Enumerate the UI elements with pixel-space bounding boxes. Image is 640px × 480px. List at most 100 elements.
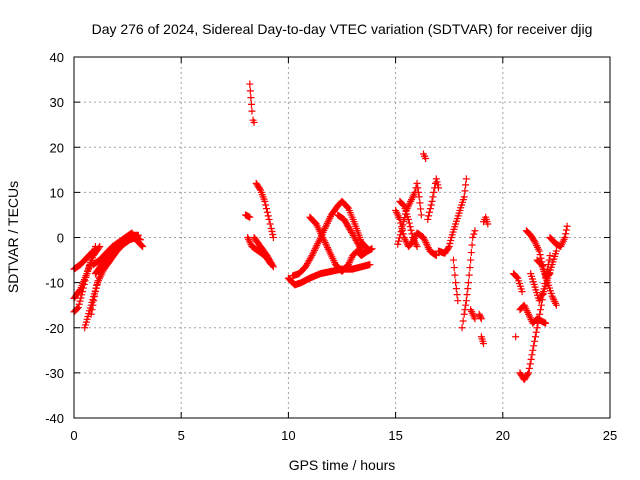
data-point [446, 240, 454, 248]
data-point [394, 240, 402, 248]
data-point [536, 310, 544, 318]
data-point [76, 287, 84, 295]
data-point [480, 340, 488, 348]
data-series-segment-29 [512, 333, 520, 341]
data-point [398, 224, 406, 232]
data-point [404, 215, 412, 223]
data-point [537, 301, 545, 309]
data-point [419, 234, 427, 241]
data-point [562, 230, 570, 238]
data-point [468, 241, 476, 249]
data-point [247, 100, 255, 108]
chart-title: Day 276 of 2024, Sidereal Day-to-day VTE… [92, 21, 593, 37]
data-point [311, 245, 319, 253]
data-point [535, 247, 543, 255]
data-point [307, 253, 315, 261]
data-point [321, 224, 329, 232]
data-point [366, 261, 374, 269]
data-point [417, 205, 425, 213]
data-point [533, 324, 541, 332]
data-point [261, 197, 269, 205]
data-series-segment-8 [242, 211, 254, 221]
data-point [269, 230, 277, 238]
data-series-segment-7 [246, 80, 258, 126]
data-point [464, 279, 472, 287]
data-point [422, 155, 430, 163]
data-point [88, 248, 96, 256]
data-point [262, 201, 270, 209]
data-point [532, 328, 540, 336]
data-point [96, 243, 104, 251]
data-series-segment-14 [306, 213, 376, 275]
data-point [95, 273, 103, 281]
y-axis-label: SDTVAR / TECUs [5, 181, 21, 293]
data-point [563, 222, 571, 230]
data-point [471, 315, 479, 323]
data-point [469, 234, 477, 241]
data-series-segment-25 [475, 310, 485, 323]
data-point [87, 310, 95, 318]
y-tick-label-1: -30 [45, 366, 64, 381]
data-point [247, 94, 255, 102]
data-point [471, 227, 479, 235]
data-point [450, 264, 458, 272]
data-point [322, 221, 330, 229]
data-point [407, 226, 415, 234]
data-point [552, 301, 560, 309]
data-point [269, 261, 277, 269]
data-point [465, 271, 473, 279]
data-series-segment-23 [458, 227, 479, 332]
data-point [343, 202, 351, 210]
data-point [460, 310, 468, 318]
data-point [93, 280, 101, 288]
data-point [477, 315, 485, 323]
data-point [312, 243, 320, 251]
data-series-segment-28 [510, 270, 526, 296]
data-point [423, 242, 431, 250]
data-point [269, 234, 277, 241]
data-point [396, 215, 404, 223]
y-tick-label-7: 30 [50, 95, 64, 110]
data-point [76, 297, 84, 305]
data-point [445, 243, 453, 251]
data-point [531, 333, 539, 341]
data-point [530, 342, 538, 350]
data-point [322, 223, 330, 231]
data-point [77, 294, 85, 302]
data-point [408, 230, 416, 238]
x-tick-label-0: 0 [70, 428, 77, 443]
data-point [431, 251, 439, 259]
data-point [359, 249, 367, 257]
data-point [528, 351, 536, 359]
data-point [325, 216, 333, 224]
data-series-segment-6 [91, 234, 147, 278]
data-series-segment-33 [527, 247, 560, 305]
data-point [359, 248, 367, 256]
data-point [561, 234, 569, 241]
data-point [423, 240, 431, 248]
data-series-segment-2 [70, 247, 97, 273]
data-point [526, 360, 534, 368]
data-point [476, 312, 484, 320]
data-point [324, 244, 332, 252]
data-point [416, 199, 424, 207]
data-point [89, 301, 97, 309]
data-point [460, 193, 468, 201]
data-point [310, 246, 318, 254]
y-tick-label-2: -20 [45, 321, 64, 336]
data-point [462, 175, 470, 183]
data-point [449, 256, 457, 264]
data-point [425, 208, 433, 216]
data-point [454, 297, 462, 305]
axis-ticks: 0 5 10 15 20 25 -40 -30 -20 -10 0 10 20 30 40 [45, 50, 617, 443]
data-point [562, 226, 570, 234]
data-point [484, 220, 492, 228]
y-tick-label-4: 0 [57, 231, 64, 246]
x-tick-label-1: 5 [178, 428, 185, 443]
data-point [529, 346, 537, 354]
data-point [545, 256, 553, 264]
data-series-segment-30 [516, 252, 554, 384]
data-point [314, 240, 322, 248]
data-point [424, 244, 432, 252]
